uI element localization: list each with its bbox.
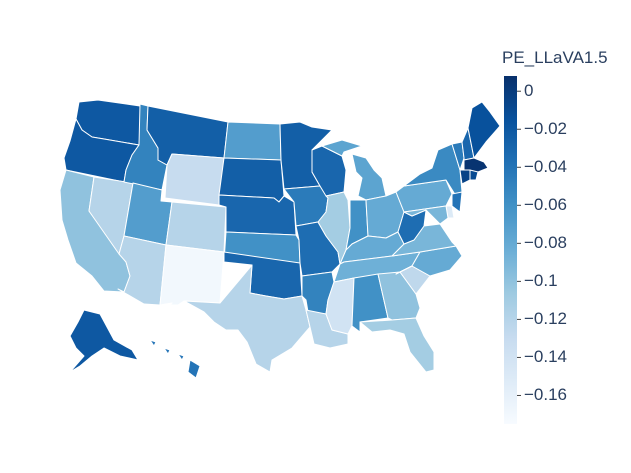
state-md[interactable] — [403, 205, 449, 225]
colorbar — [504, 76, 517, 424]
state-nc[interactable] — [395, 245, 463, 277]
colorbar-tick-label: −0.1 — [524, 271, 558, 291]
state-nd[interactable] — [223, 121, 282, 161]
colorbar-tick-label: 0 — [524, 81, 534, 101]
colorbar-title: PE_LLaVA1.5 — [502, 48, 608, 67]
state-nm[interactable] — [159, 244, 225, 306]
state-me[interactable] — [467, 101, 501, 159]
colorbar-tick-label: −0.12 — [524, 309, 568, 329]
state-tx[interactable] — [183, 264, 311, 373]
colorbar-tick-label: −0.04 — [524, 157, 568, 177]
colorbar-tick-label: −0.16 — [524, 385, 568, 405]
state-wy[interactable] — [164, 153, 225, 206]
state-co[interactable] — [165, 201, 227, 253]
state-nj[interactable] — [451, 191, 463, 213]
colorbar-tick-label: −0.08 — [524, 233, 568, 253]
colorbar-tick-label: −0.14 — [524, 347, 568, 367]
state-hi[interactable] — [149, 339, 201, 379]
state-ri[interactable] — [469, 169, 479, 181]
state-ut[interactable] — [123, 182, 173, 246]
state-ak[interactable] — [69, 309, 139, 373]
state-fl[interactable] — [359, 317, 435, 373]
state-ne[interactable] — [218, 194, 297, 236]
colorbar-tick-label: −0.06 — [524, 195, 568, 215]
state-il[interactable] — [317, 191, 351, 265]
state-ct[interactable] — [459, 169, 471, 185]
colorbar-tick-label: −0.02 — [524, 119, 568, 139]
